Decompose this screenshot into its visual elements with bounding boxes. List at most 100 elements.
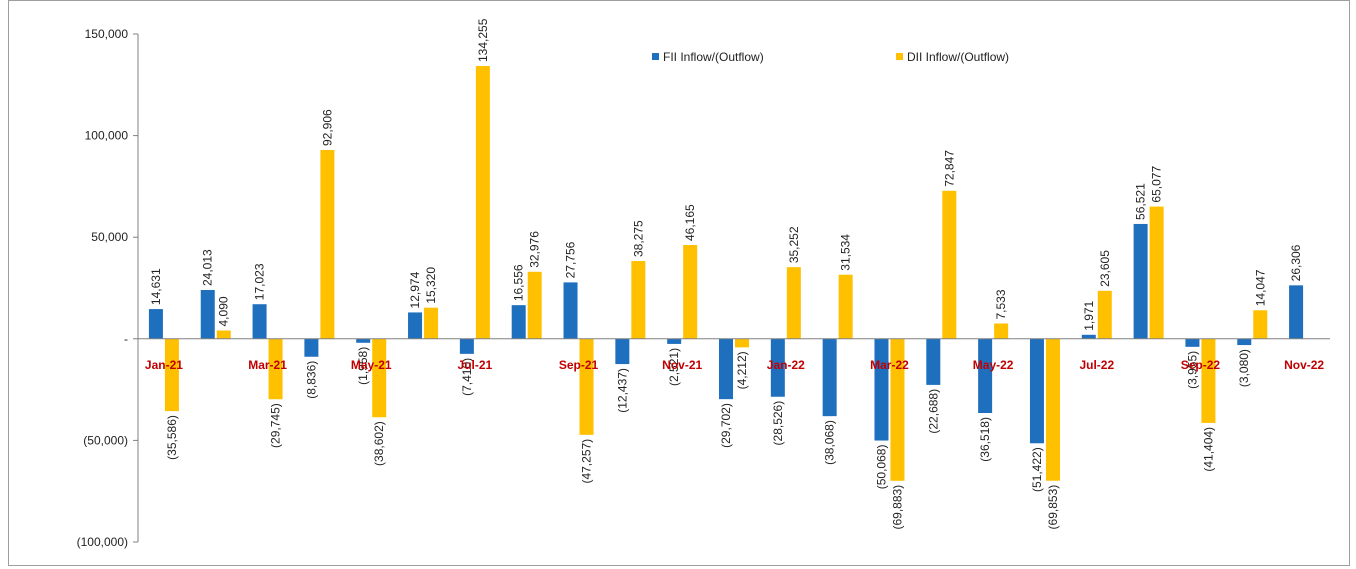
data-label: (8,836) <box>304 361 318 399</box>
legend-swatch <box>896 53 903 60</box>
bar <box>1045 338 1060 481</box>
bar <box>994 323 1009 339</box>
y-tick-label: 150,000 <box>85 27 129 41</box>
x-category-label: Nov-21 <box>662 358 702 372</box>
legend: FII Inflow/(Outflow) DII Inflow/(Outflow) <box>652 50 1009 64</box>
bar <box>148 309 163 339</box>
y-tick-label: (50,000) <box>83 433 128 447</box>
data-label: (38,602) <box>372 421 386 466</box>
x-category-label: Nov-22 <box>1284 358 1324 372</box>
bar <box>1185 338 1200 347</box>
bar <box>511 305 526 339</box>
data-label: (69,883) <box>890 485 904 530</box>
data-label: (38,068) <box>823 420 837 465</box>
data-label: 35,252 <box>787 226 801 263</box>
data-label: (4,212) <box>735 351 749 389</box>
legend-label: FII Inflow/(Outflow) <box>663 50 764 64</box>
bar <box>1097 290 1112 339</box>
data-label: 17,023 <box>253 263 267 300</box>
legend-swatch <box>652 53 659 60</box>
bar <box>424 307 439 339</box>
data-label: (29,702) <box>719 403 733 448</box>
data-label: 65,077 <box>1150 166 1164 203</box>
data-label: 72,847 <box>942 150 956 187</box>
data-label: (22,688) <box>926 389 940 434</box>
bar <box>408 312 423 339</box>
bar <box>822 338 837 417</box>
bar <box>164 338 179 412</box>
data-label: 92,906 <box>320 109 334 146</box>
bar <box>683 244 698 339</box>
x-category-label: Jul-21 <box>458 358 493 372</box>
x-category-label: May-21 <box>351 358 392 372</box>
data-label: 15,320 <box>424 267 438 304</box>
data-label: 56,521 <box>1134 183 1148 220</box>
bar <box>475 65 490 339</box>
data-label: 31,534 <box>839 234 853 271</box>
bar <box>942 190 957 339</box>
bar <box>320 150 335 339</box>
chart-frame <box>8 0 1350 566</box>
bar <box>735 338 749 348</box>
data-label: 23,605 <box>1098 250 1112 287</box>
bar <box>268 338 283 400</box>
y-tick-label: (100,000) <box>77 535 128 549</box>
legend-label: DII Inflow/(Outflow) <box>907 50 1009 64</box>
bar <box>1253 310 1268 339</box>
data-label: 46,165 <box>683 204 697 241</box>
bar <box>527 271 542 339</box>
data-label: (3,080) <box>1237 349 1251 387</box>
data-label: 24,013 <box>201 249 215 286</box>
data-label: (69,853) <box>1046 485 1060 530</box>
data-label: (36,518) <box>978 417 992 462</box>
bar <box>631 261 646 339</box>
data-label: 26,306 <box>1289 244 1303 281</box>
data-label: (29,745) <box>269 403 283 448</box>
data-label: 14,047 <box>1253 269 1267 306</box>
data-label: (2,521) <box>667 348 681 386</box>
bar <box>874 338 889 441</box>
bar <box>786 267 801 339</box>
y-axis: 150,000 100,000 50,000 - (50,000) (100,000) <box>77 27 139 549</box>
bar <box>978 338 993 414</box>
bars <box>148 65 1304 481</box>
data-label: 134,255 <box>476 18 490 62</box>
x-category-label: May-22 <box>973 358 1014 372</box>
x-category-labels: Jan-21 Mar-21 May-21 Jul-21 Sep-21 Nov-21 Jan-… <box>138 338 1330 372</box>
data-label: 16,556 <box>512 264 526 301</box>
y-tick-label: 50,000 <box>91 230 128 244</box>
data-label: (12,437) <box>615 368 629 413</box>
x-category-label: Mar-22 <box>870 358 909 372</box>
x-category-label: Sep-22 <box>1181 358 1221 372</box>
data-label: 4,090 <box>217 296 231 326</box>
bar <box>200 290 215 339</box>
bar <box>252 304 267 339</box>
data-label: 27,756 <box>564 241 578 278</box>
data-label: 7,533 <box>994 289 1008 319</box>
bar <box>719 338 733 400</box>
data-label: (1,958) <box>356 347 370 385</box>
bar <box>1237 338 1252 346</box>
data-label: 14,631 <box>149 268 163 305</box>
data-label: (35,586) <box>165 415 179 460</box>
bar <box>1133 223 1148 339</box>
bar <box>579 338 594 435</box>
x-category-label: Sep-21 <box>559 358 599 372</box>
bar <box>890 338 905 481</box>
bar <box>356 338 371 343</box>
data-label: 32,976 <box>528 231 542 268</box>
bar <box>770 338 785 397</box>
bar <box>667 338 682 344</box>
data-label: (7,410) <box>460 358 474 396</box>
bar <box>216 330 231 339</box>
bar <box>459 338 474 354</box>
data-labels: 14,631 24,013 17,023 (8,836) (1,958) 12,974 (7… <box>149 18 1303 529</box>
bar <box>563 282 578 339</box>
data-label: (3,955) <box>1185 351 1199 389</box>
data-label: 38,275 <box>631 220 645 257</box>
bar <box>1081 334 1096 339</box>
bar <box>1201 338 1216 423</box>
bar <box>615 338 630 365</box>
bar <box>372 338 387 418</box>
bar <box>926 338 941 385</box>
